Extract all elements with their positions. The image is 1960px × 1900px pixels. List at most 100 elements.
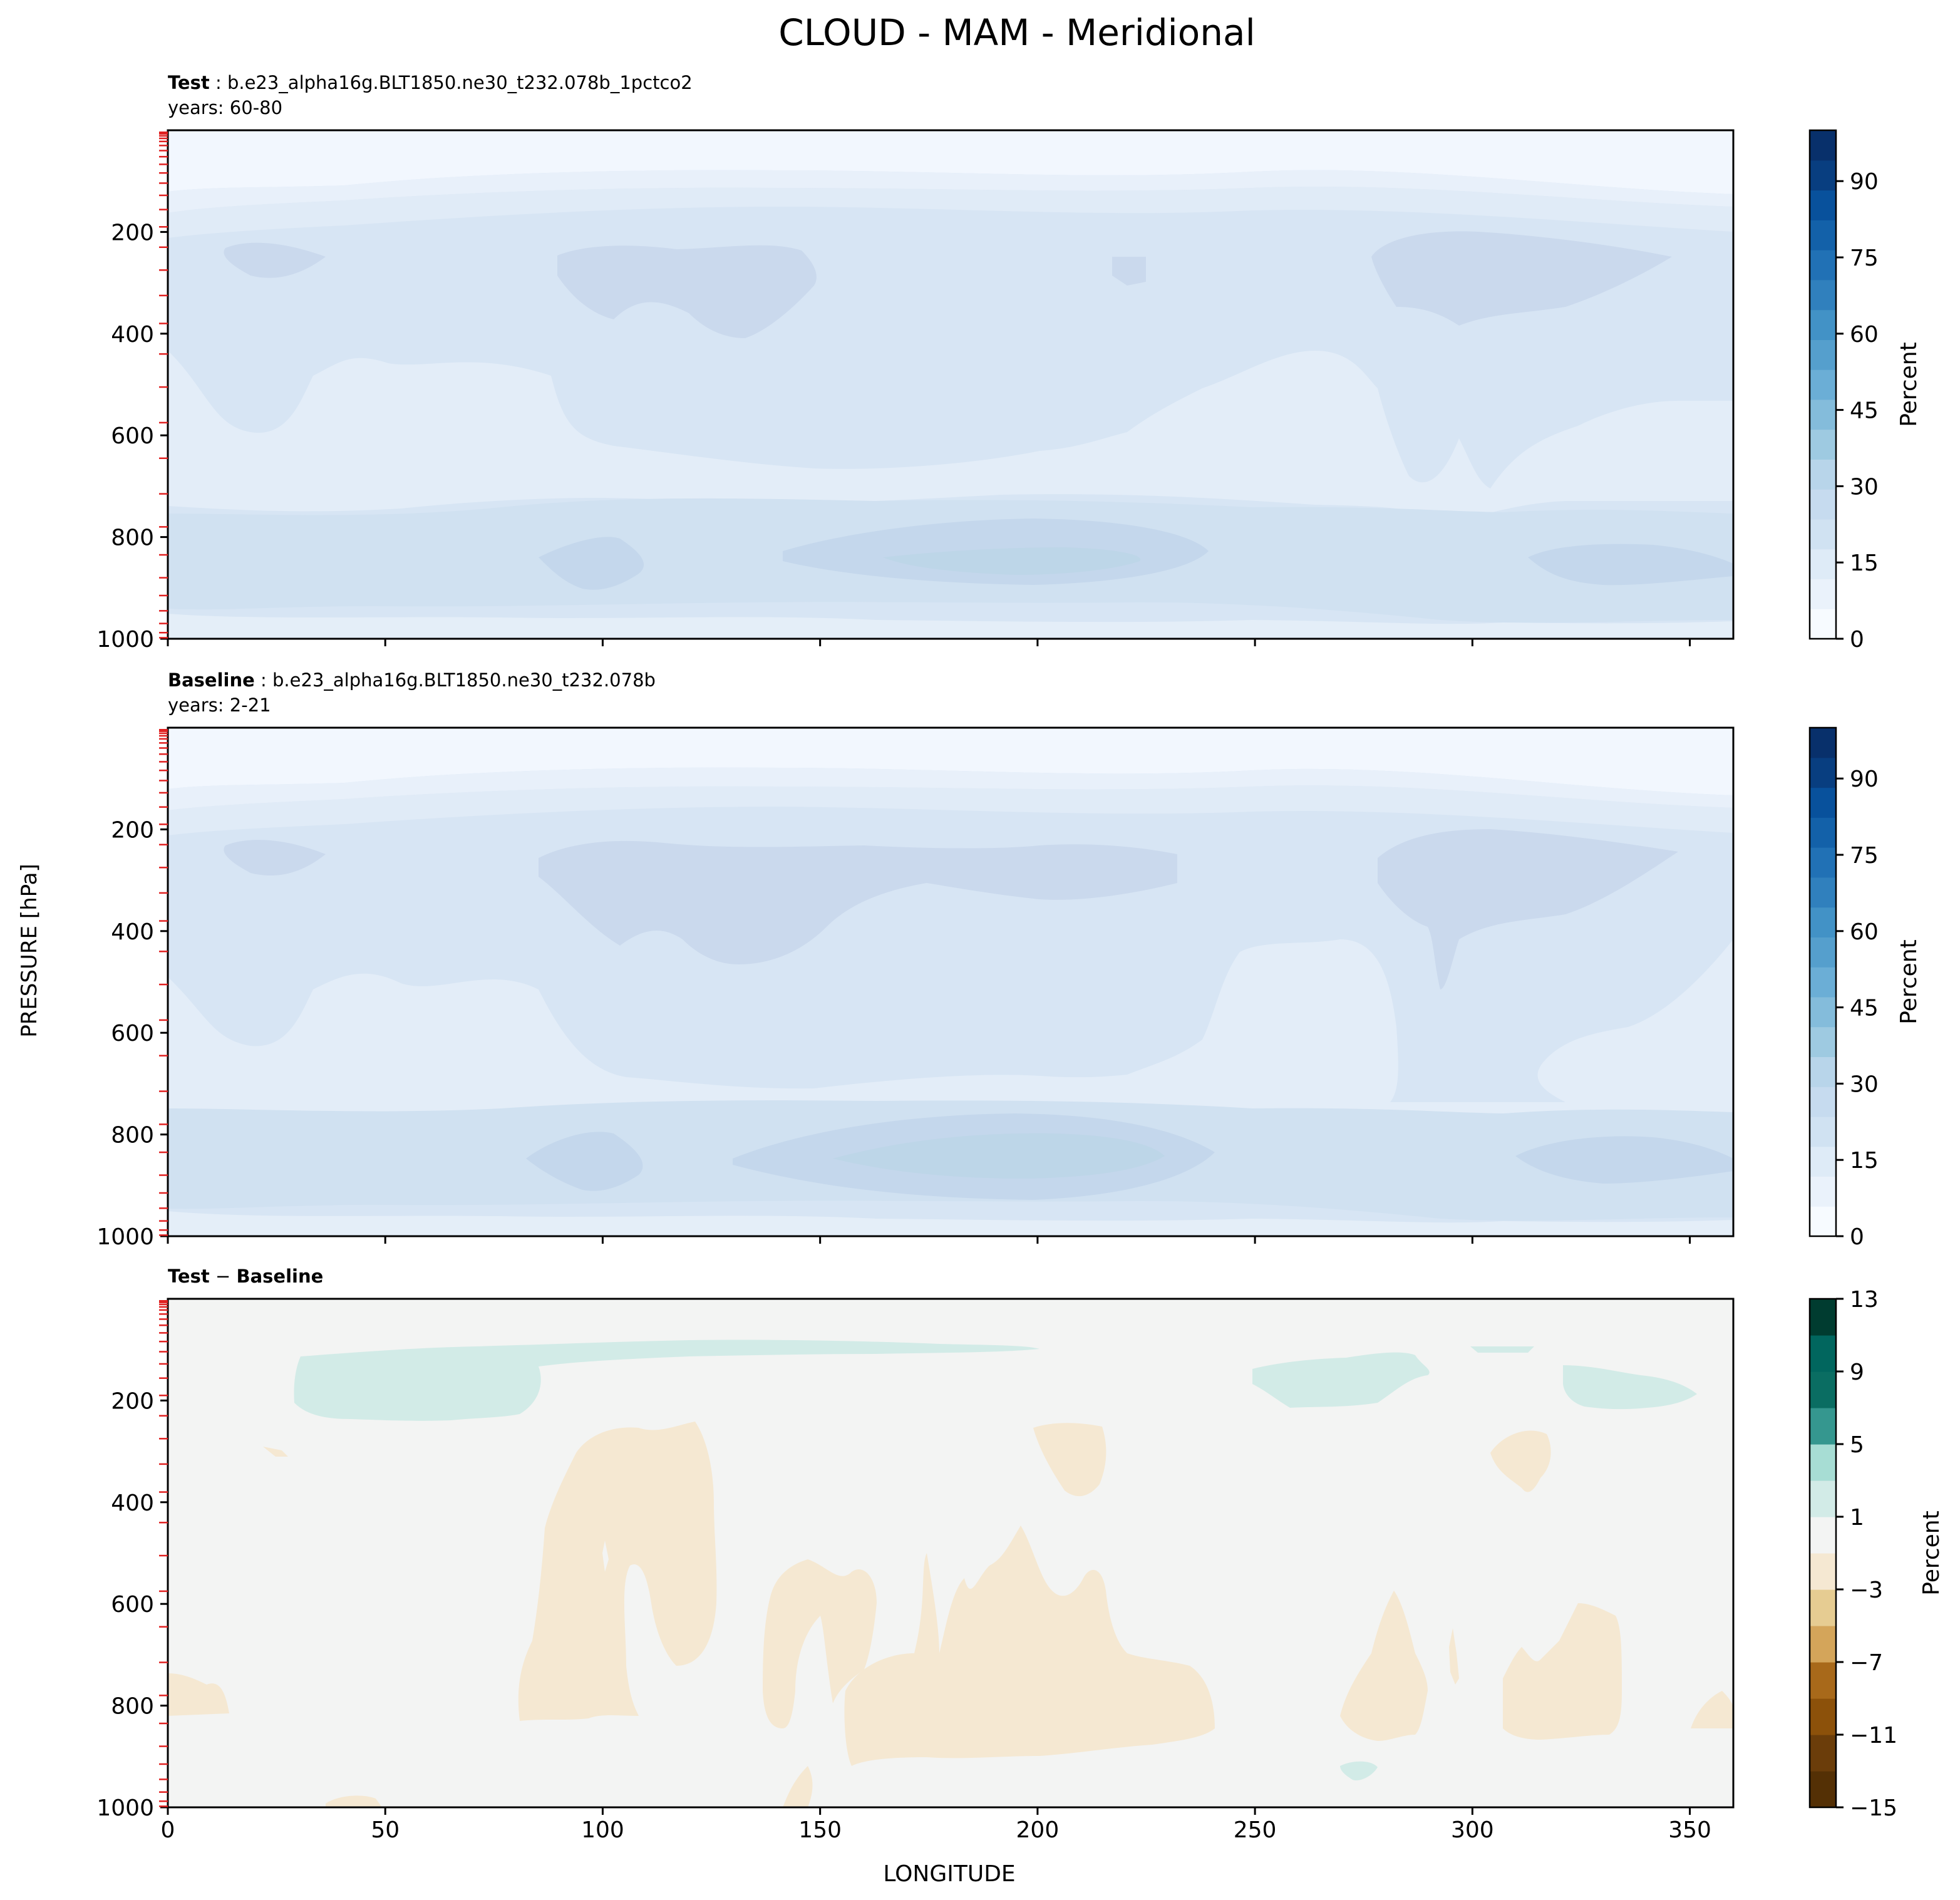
colorbar-tick-label: 0: [1850, 1224, 1864, 1250]
colorbar-swatch: [1810, 1116, 1836, 1147]
x-tick-label: 150: [798, 1817, 842, 1843]
colorbar-swatch: [1810, 1206, 1836, 1237]
panel-baseline-title-bold: Baseline: [168, 669, 255, 691]
panel-test-title-rest: : b.e23_alpha16g.BLT1850.ne30_t232.078b_…: [210, 72, 693, 93]
colorbar-tick-label: −15: [1850, 1795, 1897, 1821]
panel-baseline-field: [168, 728, 1733, 1236]
colorbar-tick-label: 45: [1850, 996, 1879, 1021]
colorbar-swatch: [1810, 1176, 1836, 1207]
panel-test-field: [168, 130, 1733, 639]
panel-baseline-frame: [167, 726, 1735, 1237]
colorbar-tick-label: 90: [1850, 767, 1879, 792]
colorbar-swatch: [1810, 309, 1836, 340]
colorbar-swatch: [1810, 787, 1836, 818]
colorbar-tick-label: −11: [1850, 1723, 1897, 1748]
panel-test-redticks: [159, 131, 168, 639]
y-tick-label: 200: [111, 220, 154, 245]
panel-diff-redticks: [159, 1299, 168, 1807]
colorbar-swatch: [1810, 250, 1836, 281]
colorbar-tick-label: 75: [1850, 245, 1879, 271]
panel-diff-frame: [167, 1298, 1735, 1809]
colorbar-swatch: [1810, 1299, 1836, 1336]
x-tick-label: 250: [1234, 1817, 1277, 1843]
panel-diff-title-bold2: Baseline: [236, 1266, 323, 1287]
y-tick-label: 200: [111, 817, 154, 843]
colorbar-swatch: [1810, 1771, 1836, 1808]
colorbar-swatch: [1810, 907, 1836, 937]
y-tick-label: 400: [111, 322, 154, 348]
colorbar-swatch: [1810, 847, 1836, 878]
colorbar-tick-label: 0: [1850, 627, 1864, 653]
colorbar-swatch: [1810, 967, 1836, 998]
colorbar-tick-label: 30: [1850, 1071, 1879, 1097]
colorbar-tick-label: −7: [1850, 1650, 1883, 1676]
colorbar-swatch: [1810, 937, 1836, 968]
colorbar-tick-label: 90: [1850, 169, 1879, 195]
colorbar-swatch: [1810, 459, 1836, 490]
colorbar-tick-label: 9: [1850, 1360, 1864, 1385]
colorbar-swatch: [1810, 1735, 1836, 1772]
figure-title: CLOUD - MAM - Meridional: [778, 11, 1255, 54]
colorbar-swatch: [1810, 160, 1836, 191]
colorbar-tick-label: 75: [1850, 843, 1879, 869]
colorbar-label: Percent: [1896, 342, 1922, 426]
panel-diff-title-bold: Test: [168, 1266, 210, 1287]
panel-test-frame: [167, 129, 1735, 640]
colorbar-swatch: [1810, 279, 1836, 311]
panel-baseline: Baseline : b.e23_alpha16g.BLT1850.ne30_t…: [96, 669, 1735, 1250]
colorbar-tick-label: 30: [1850, 474, 1879, 500]
colorbar-tick-label: −3: [1850, 1577, 1883, 1603]
colorbar-swatch: [1810, 1698, 1836, 1735]
colorbar-swatch: [1810, 519, 1836, 550]
colorbar-swatch: [1810, 1408, 1836, 1445]
y-tick-label: 800: [111, 1694, 154, 1720]
y-tick-label: 1000: [96, 1795, 154, 1821]
x-tick-label: 0: [161, 1817, 175, 1843]
y-tick-label: 400: [111, 919, 154, 945]
colorbar-swatch: [1810, 429, 1836, 460]
colorbar-swatch: [1810, 1626, 1836, 1663]
colorbar-tick-label: 60: [1850, 322, 1879, 348]
colorbar-swatch: [1810, 190, 1836, 220]
colorbar-tick-label: 60: [1850, 919, 1879, 945]
panel-diff-title-mid: −: [210, 1266, 237, 1287]
colorbar-swatch: [1810, 1589, 1836, 1626]
y-tick-label: 800: [111, 525, 154, 551]
y-tick-label: 1000: [96, 1224, 154, 1250]
y-tick-label: 400: [111, 1490, 154, 1516]
colorbar-swatch: [1810, 130, 1836, 161]
y-tick-label: 1000: [96, 627, 154, 653]
colorbar-tick-label: 45: [1850, 398, 1879, 424]
y-axis-label: PRESSURE [hPa]: [17, 864, 42, 1037]
panel-test-years: years: 60-80: [168, 97, 282, 118]
panel-test-yticks: 200 400 600 800 1000: [96, 220, 168, 653]
colorbar-swatch: [1810, 399, 1836, 430]
colorbar-tick-label: 15: [1850, 1148, 1879, 1174]
panel-test-xticks: [167, 639, 1691, 646]
panel-baseline-years: years: 2-21: [168, 694, 271, 716]
panel-test-title-bold: Test: [168, 72, 210, 93]
colorbar-swatch: [1810, 609, 1836, 639]
colorbar-swatch: [1810, 817, 1836, 848]
x-tick-label: 50: [371, 1817, 400, 1843]
panel-diff-yticks: 200 400 600 800 1000: [96, 1388, 168, 1821]
colorbar-swatch: [1810, 996, 1836, 1028]
colorbar-label: Percent: [1919, 1510, 1944, 1595]
colorbar-swatch: [1810, 1662, 1836, 1699]
colorbar-baseline: 0 15 30 45 60 75 90 Percent: [1808, 726, 1922, 1250]
x-tick-label: 200: [1016, 1817, 1060, 1843]
colorbar-swatch: [1810, 1335, 1836, 1372]
panel-baseline-yticks: 200 400 600 800 1000: [96, 817, 168, 1250]
colorbar-swatch: [1810, 1146, 1836, 1177]
colorbar-swatch: [1810, 877, 1836, 908]
x-tick-label: 300: [1451, 1817, 1494, 1843]
y-tick-label: 200: [111, 1388, 154, 1414]
colorbar-swatch: [1810, 369, 1836, 400]
colorbar-swatch: [1810, 1444, 1836, 1481]
colorbar-test: 0 15 30 45 60 75 90 Percent: [1808, 129, 1922, 653]
x-axis-label: LONGITUDE: [883, 1861, 1015, 1887]
colorbar-tick-label: 1: [1850, 1505, 1864, 1531]
colorbar-swatch: [1810, 757, 1836, 788]
colorbar-label: Percent: [1896, 939, 1922, 1024]
